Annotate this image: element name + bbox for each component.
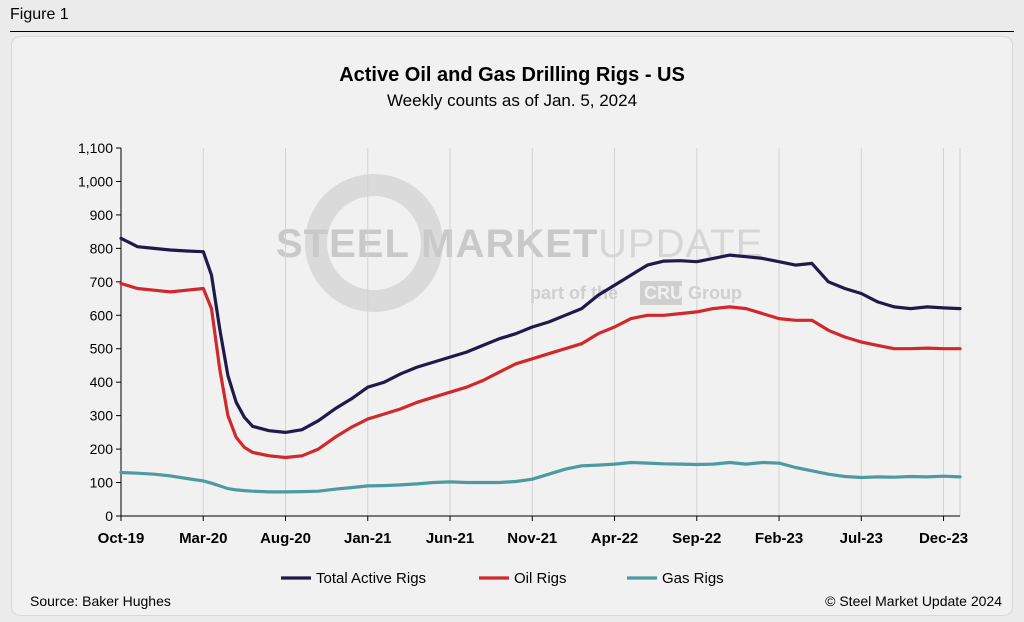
legend: Total Active Rigs Oil Rigs Gas Rigs [281, 570, 724, 587]
x-axis: Oct-19 Mar-20 Aug-20 Jan-21 Jun-21 Nov-21 Apr-… [98, 515, 968, 547]
y-tick-label: 100 [90, 475, 114, 491]
y-tick-label: 300 [90, 408, 114, 424]
x-tick-label: Apr-22 [591, 530, 639, 547]
series-line-3 [119, 460, 962, 494]
chart-grid [202, 148, 961, 516]
x-tick-label: Jul-23 [840, 530, 883, 547]
chart-title: Active Oil and Gas Drilling Rigs - US [339, 64, 685, 86]
watermark-sub-after: Group [688, 283, 742, 303]
watermark: STEEL MARKET UPDATE part of the CRU Grou… [276, 174, 763, 312]
y-tick-label: 200 [90, 441, 114, 457]
y-axis: 0 100 200 300 400 500 600 700 800 900 1,000 1,100 [78, 140, 122, 524]
watermark-sub-before: part of the [530, 283, 618, 303]
x-tick-label: Jun-21 [426, 530, 474, 547]
watermark-logo-icon [305, 174, 443, 312]
watermark-brand-box [640, 281, 682, 305]
y-tick-label: 800 [90, 240, 114, 256]
x-tick-label: Jan-21 [344, 530, 392, 547]
series-line-1 [119, 236, 962, 434]
legend-label-3: Gas Rigs [662, 570, 724, 587]
figure-divider [10, 31, 1014, 32]
x-tick-label: Oct-19 [98, 530, 145, 547]
x-tick-label: Mar-20 [179, 530, 227, 547]
x-tick-label: Nov-21 [507, 530, 557, 547]
legend-label-2: Oil Rigs [514, 570, 567, 587]
watermark-sub-brand: CRU [644, 283, 683, 303]
y-tick-label: 500 [90, 341, 114, 357]
y-tick-label: 1,000 [78, 173, 113, 189]
y-tick-label: 900 [90, 207, 114, 223]
series-lines [119, 236, 962, 494]
y-tick-label: 700 [90, 274, 114, 290]
y-tick-label: 600 [90, 307, 114, 323]
chart-subtitle: Weekly counts as of Jan. 5, 2024 [387, 91, 637, 110]
watermark-main-bold: STEEL MARKET [276, 222, 598, 266]
figure-label: Figure 1 [10, 6, 69, 23]
chart-panel: STEEL MARKET UPDATE part of the CRU Grou… [12, 37, 1012, 615]
copyright-note: © Steel Market Update 2024 [825, 593, 1002, 609]
series-line-2 [119, 281, 962, 460]
chart-svg: STEEL MARKET UPDATE part of the CRU Grou… [30, 64, 1002, 609]
x-tick-label: Sep-22 [672, 530, 721, 547]
x-tick-label: Aug-20 [260, 530, 311, 547]
source-note: Source: Baker Hughes [30, 593, 171, 609]
watermark-main-light: UPDATE [598, 222, 763, 266]
y-tick-label: 400 [90, 374, 114, 390]
legend-label-1: Total Active Rigs [316, 570, 426, 587]
y-tick-label: 1,100 [78, 140, 113, 156]
x-tick-label: Dec-23 [919, 530, 968, 547]
y-tick-label: 0 [105, 508, 113, 524]
x-tick-label: Feb-23 [755, 530, 803, 547]
